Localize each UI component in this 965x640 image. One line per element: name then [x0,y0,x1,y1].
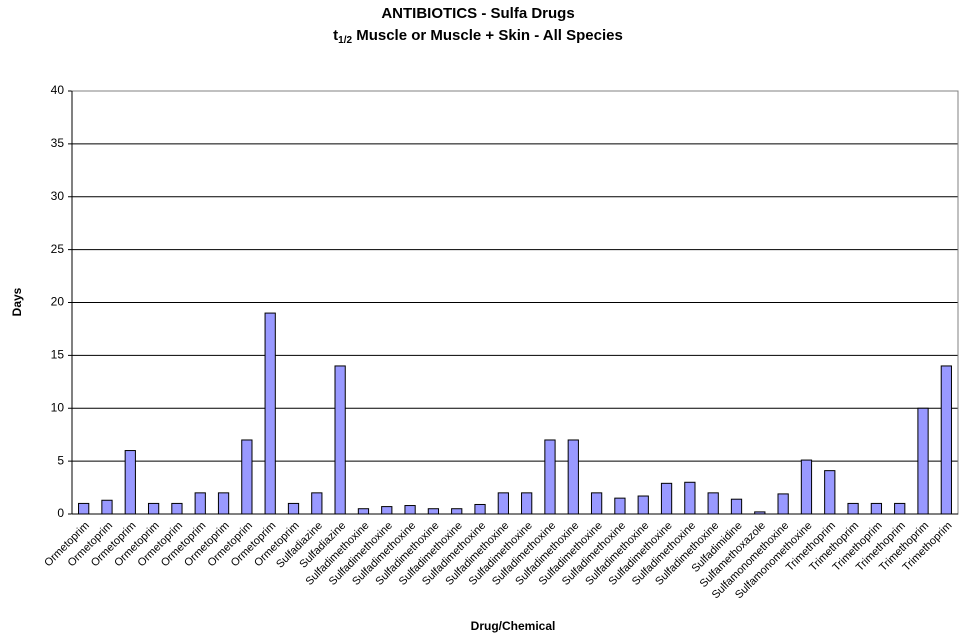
bar [894,502,906,515]
bar [917,407,929,515]
chart-title: ANTIBIOTICS - Sulfa Drugs [381,5,574,22]
y-tick-label: 10 [51,400,65,414]
y-tick-label: 25 [51,242,65,256]
bar [287,502,300,515]
y-tick-label: 15 [51,348,65,362]
bar [217,492,230,515]
bar [800,459,813,515]
x-axis-title: Drug/Chemical [471,619,556,633]
bar [614,497,626,515]
bar [567,439,579,515]
bar [147,502,160,515]
y-tick-label: 30 [51,189,65,203]
y-tick-label: 5 [57,453,64,467]
bar [474,503,486,515]
bar [264,312,276,515]
y-tick-label: 40 [51,83,65,97]
bar [824,470,836,515]
bar [590,492,603,515]
y-tick-label: 20 [51,295,65,309]
bar [847,502,859,515]
bar [194,492,206,515]
subtitle-rest: Muscle or Muscle + Skin - All Species [352,27,623,44]
bar [334,365,346,515]
bar [78,502,90,515]
bar [870,502,883,515]
subtitle-sub: 1/2 [338,35,352,46]
bar [241,439,253,515]
bar [684,481,696,515]
bar [451,508,463,515]
bar [497,492,509,515]
bar [707,492,719,515]
bar [381,506,393,515]
chart-subtitle: t1/2 Muscle or Muscle + Skin - All Speci… [333,27,623,46]
bar [124,450,136,515]
bar [404,505,416,515]
bar [777,493,789,515]
bar [544,439,556,515]
bar [171,502,183,515]
bar [427,508,440,515]
bar [637,495,649,515]
bar [521,492,533,515]
bar [940,365,952,515]
y-axis-title: Days [10,287,24,316]
bar [730,498,743,515]
y-tick-label: 35 [51,136,65,150]
y-tick-label: 0 [57,506,64,520]
bar [660,482,673,515]
subtitle-main: t [333,27,338,44]
bar [311,492,323,515]
bar [101,499,113,515]
bar [357,508,370,515]
